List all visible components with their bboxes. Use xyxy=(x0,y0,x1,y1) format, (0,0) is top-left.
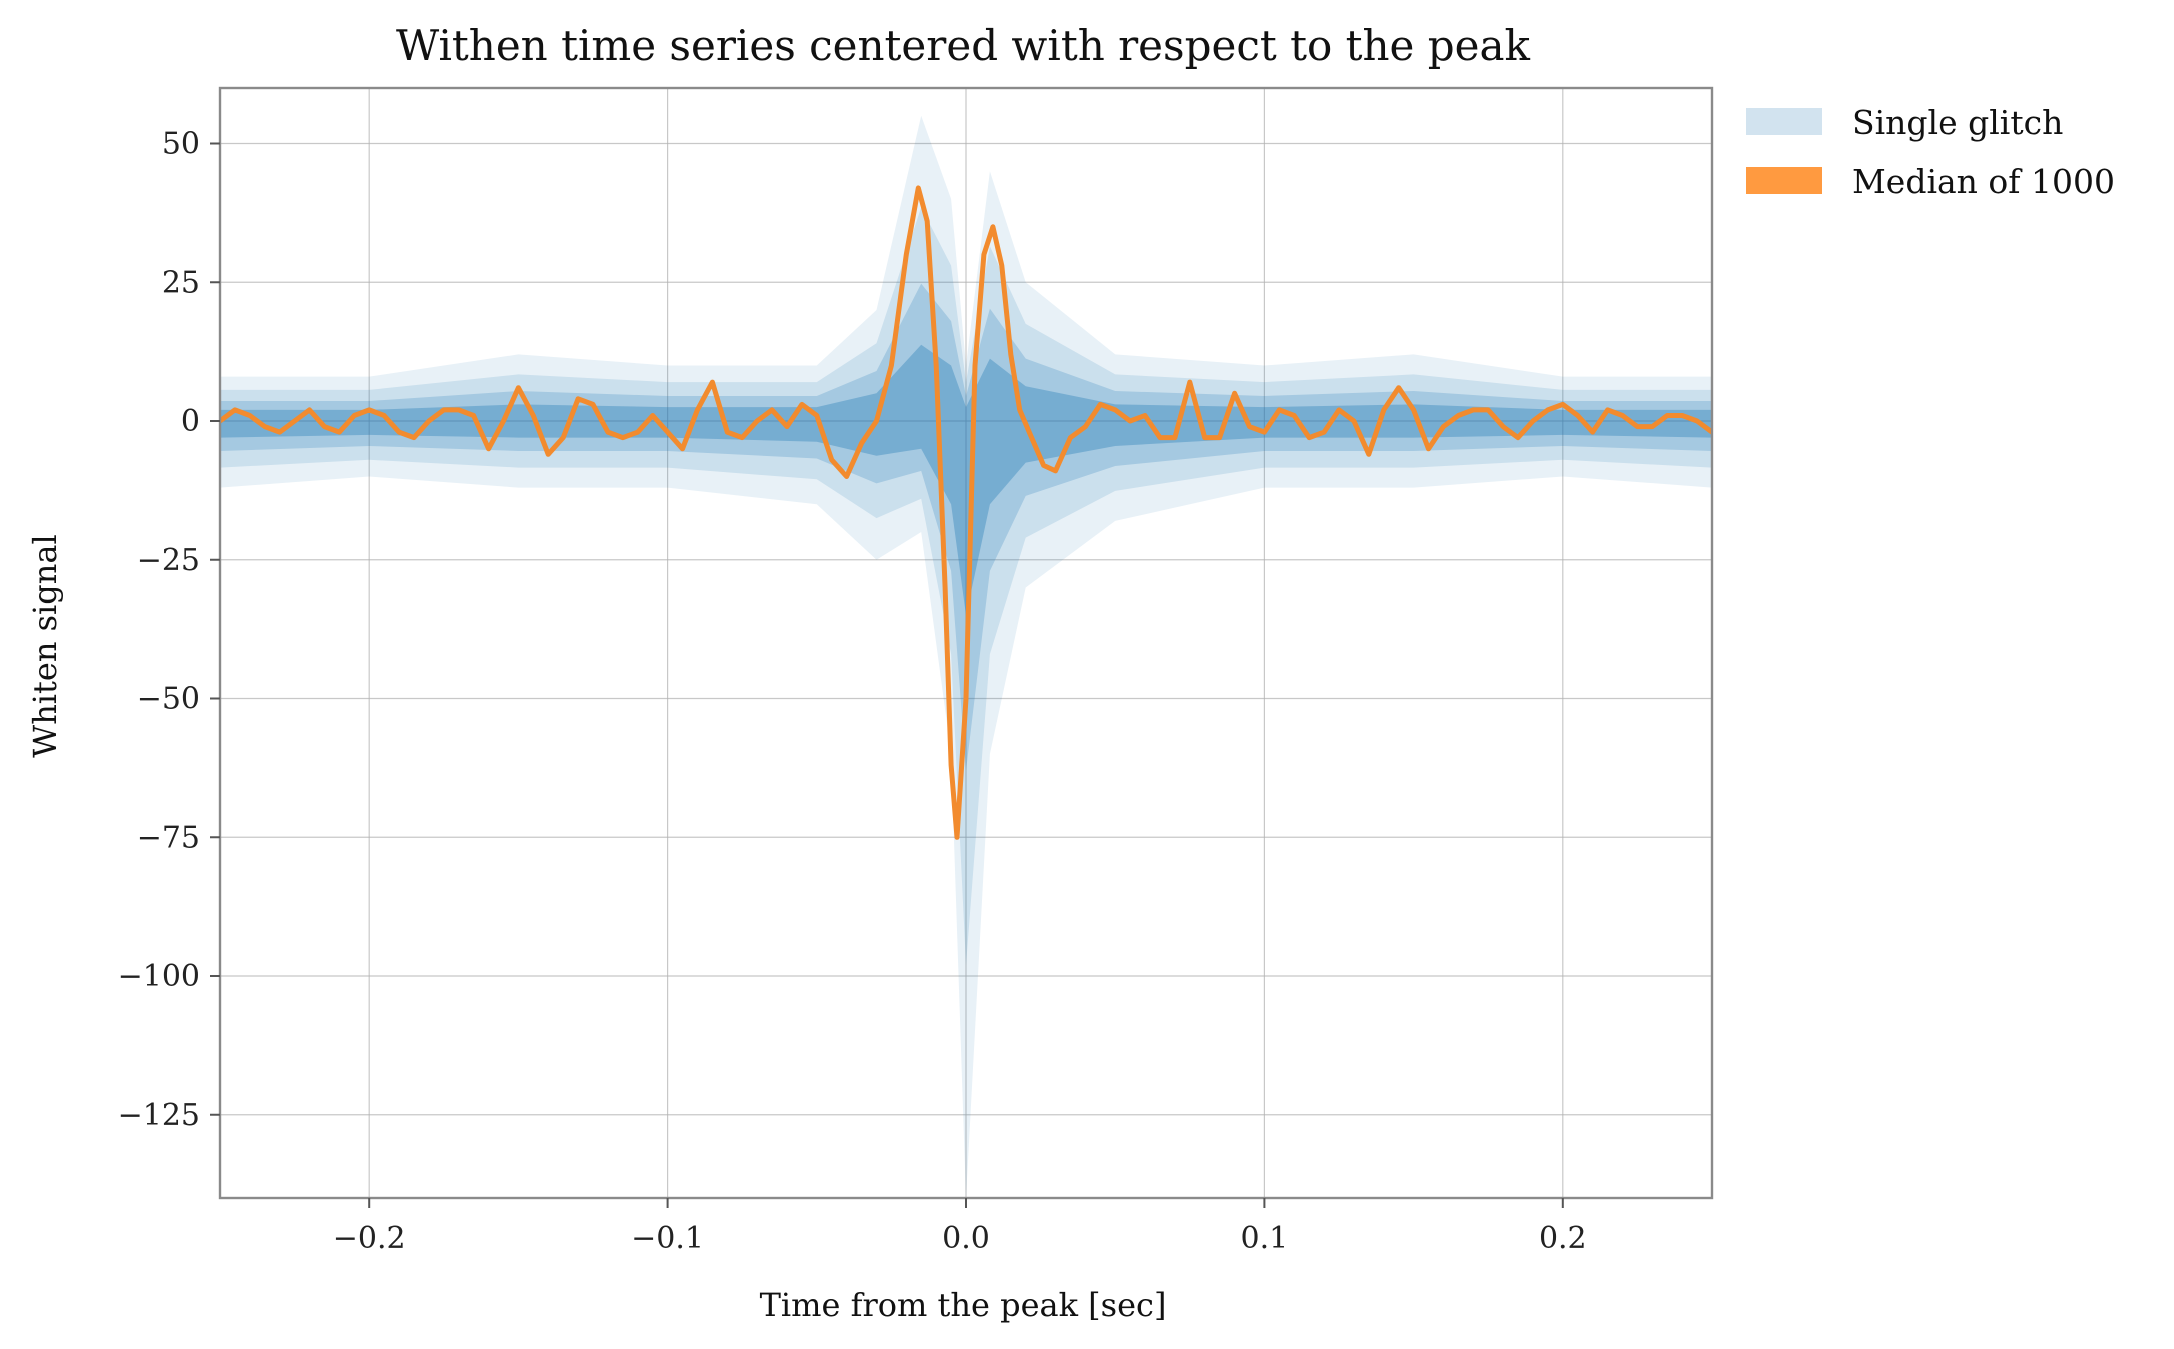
x-tick-label: −0.2 xyxy=(333,1221,406,1256)
x-axis-label: Time from the peak [sec] xyxy=(760,1286,1167,1324)
chart-title: Withen time series centered with respect… xyxy=(396,21,1530,70)
x-tick-label: 0.1 xyxy=(1241,1221,1289,1256)
legend-swatch-single-glitch xyxy=(1746,108,1822,135)
y-tick-label: −100 xyxy=(118,959,200,994)
median-line xyxy=(220,185,1712,840)
y-tick-label: 50 xyxy=(162,127,200,162)
legend: Single glitch Median of 1000 xyxy=(1746,103,2115,201)
y-axis-label: Whiten signal xyxy=(26,534,64,757)
grid xyxy=(220,88,1712,1198)
y-tick-label: −75 xyxy=(137,820,200,855)
x-axis-ticks: −0.2 −0.1 0.0 0.1 0.2 xyxy=(333,1198,1587,1256)
y-tick-label: −25 xyxy=(137,543,200,578)
legend-swatch-median xyxy=(1746,167,1822,194)
x-tick-label: 0.0 xyxy=(942,1221,990,1256)
x-tick-label: 0.2 xyxy=(1539,1221,1587,1256)
legend-label-single-glitch: Single glitch xyxy=(1852,103,2063,142)
y-axis-ticks: 50 25 0 −25 −50 −75 −100 −125 xyxy=(118,127,220,1133)
y-tick-label: 0 xyxy=(181,404,200,439)
median-series xyxy=(220,185,1712,840)
single-glitch-band-layer xyxy=(220,207,1712,965)
y-tick-label: −50 xyxy=(137,682,200,717)
y-tick-label: −125 xyxy=(118,1098,200,1133)
y-tick-label: 25 xyxy=(162,265,200,300)
legend-label-median: Median of 1000 xyxy=(1852,162,2115,201)
x-tick-label: −0.1 xyxy=(631,1221,704,1256)
